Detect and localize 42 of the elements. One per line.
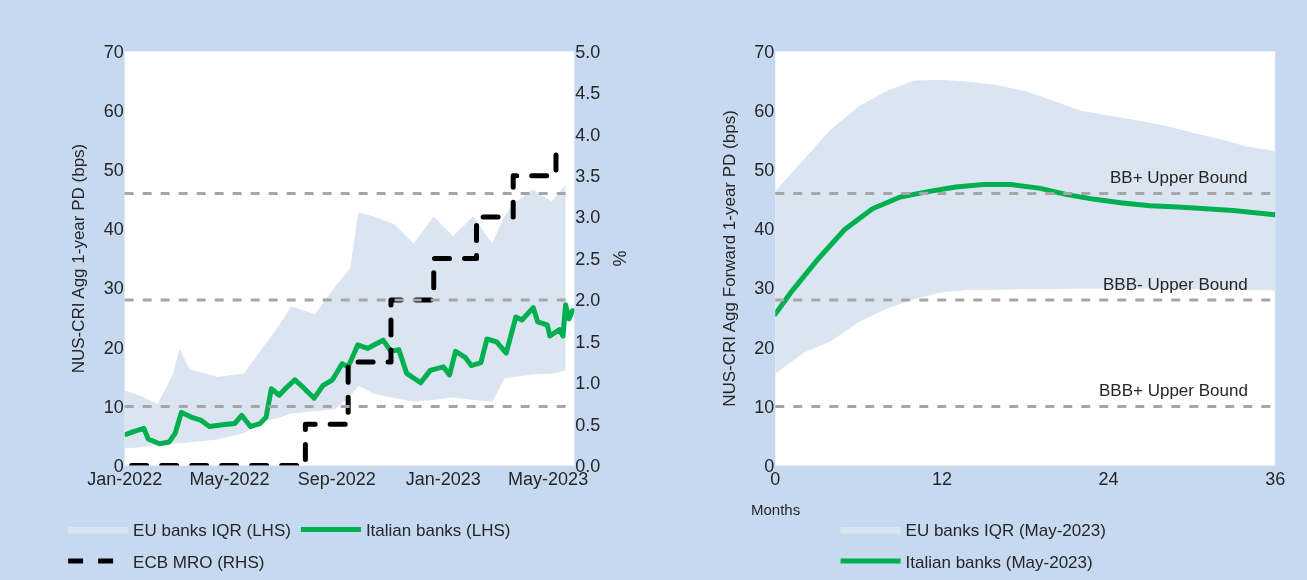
x-tick-label: 24 [1098,468,1119,489]
y2-tick-label: 2.5 [575,248,601,269]
legend-label: EU banks IQR (LHS) [133,521,291,541]
ref-line-label: BBB- Upper Bound [1103,275,1248,294]
y-tick-label: 70 [103,41,124,62]
y-tick-label: 30 [754,278,775,299]
y-tick-label: 40 [103,219,124,240]
y-tick-label: 10 [103,396,124,417]
x-tick-label: May-2022 [189,468,270,489]
x-tick-label: Jan-2023 [405,468,481,489]
y2-tick-label: 3.5 [575,165,601,186]
y2-tick-label: 0.5 [575,414,601,435]
ref-line-label: BB+ Upper Bound [1110,168,1248,187]
y2-tick-label: 1.5 [575,331,601,352]
x-axis-title: Months [751,501,801,518]
y2-axis-title: % [610,250,631,267]
y2-tick-label: 4.5 [575,83,601,104]
y2-tick-label: 1.0 [575,373,601,394]
legend-label: ECB MRO (RHS) [133,552,265,572]
y2-tick-label: 5.0 [575,41,601,62]
legend-label: EU banks IQR (May-2023) [905,521,1106,541]
x-tick-label: 12 [931,468,952,489]
y-tick-label: 20 [754,337,775,358]
y-tick-label: 10 [754,396,775,417]
y-axis-title: NUS-CRI Agg 1-year PD (bps) [69,143,89,374]
x-tick-label: 36 [1265,468,1286,489]
y-tick-label: 20 [103,337,124,358]
y-tick-label: 50 [103,160,124,181]
y-tick-label: 40 [754,219,775,240]
y-tick-label: 30 [103,278,124,299]
y2-tick-label: 3.0 [575,207,601,228]
legend-label: Italian banks (May-2023) [905,552,1093,572]
y-tick-label: 60 [754,100,775,121]
ref-line-label: BBB+ Upper Bound [1099,381,1248,400]
legend-label: Italian banks (LHS) [365,521,511,541]
y-tick-label: 70 [754,41,775,62]
y-tick-label: 60 [103,100,124,121]
x-tick-label: Sep-2022 [297,468,376,489]
y-tick-label: 50 [754,160,775,181]
y2-tick-label: 4.0 [575,124,601,145]
y2-tick-label: 2.0 [575,290,601,311]
y-axis-title: NUS-CRI Agg Forward 1-year PD (bps) [719,110,739,407]
